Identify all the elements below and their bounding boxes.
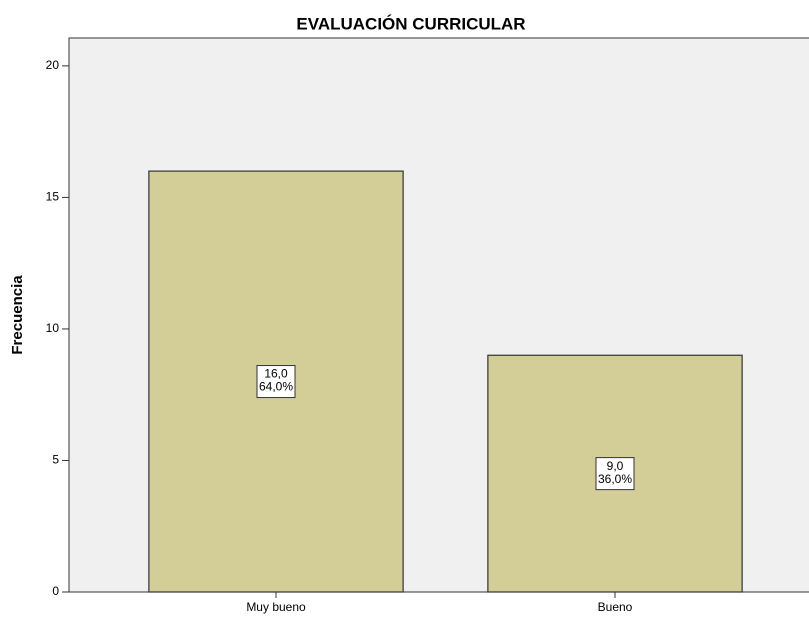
data-label-box — [256, 365, 296, 399]
y-tick-label: 20 — [46, 58, 60, 72]
x-tick-label: Bueno — [598, 600, 633, 614]
y-tick-label: 10 — [46, 321, 60, 335]
chart-title: EVALUACIÓN CURRICULAR — [296, 14, 525, 33]
percent-label: 64,0% — [259, 380, 293, 394]
data-label: 9,0 — [607, 459, 624, 473]
y-tick-label: 0 — [52, 584, 59, 598]
data-label-box — [595, 457, 635, 491]
y-tick-label: 5 — [52, 453, 59, 467]
data-label: 16,0 — [264, 367, 288, 381]
y-tick-label: 15 — [46, 190, 60, 204]
percent-label: 36,0% — [598, 472, 632, 486]
x-tick-label: Muy bueno — [246, 600, 306, 614]
y-axis-label: Frecuencia — [9, 275, 26, 355]
